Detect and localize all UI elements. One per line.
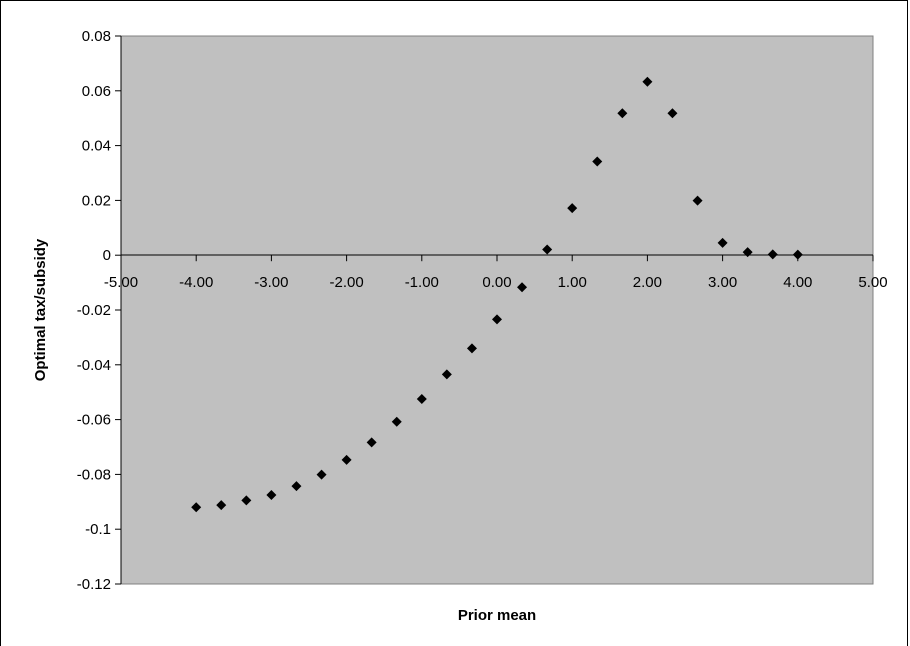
x-tick-label: 4.00 bbox=[783, 274, 812, 291]
data-point bbox=[341, 454, 352, 465]
y-tick-label: 0.02 bbox=[82, 192, 111, 209]
data-point bbox=[466, 343, 477, 354]
y-tick-label: -0.04 bbox=[77, 357, 111, 374]
x-tick-label: 1.00 bbox=[558, 274, 587, 291]
data-point bbox=[592, 156, 603, 167]
data-point bbox=[391, 416, 402, 427]
y-axis-title: Optimal tax/subsidy bbox=[32, 238, 49, 381]
x-tick-label: 3.00 bbox=[708, 274, 737, 291]
x-tick-label: 2.00 bbox=[633, 274, 662, 291]
data-point bbox=[517, 282, 528, 293]
data-point bbox=[667, 108, 678, 119]
data-point bbox=[366, 437, 377, 448]
data-points bbox=[191, 76, 803, 513]
data-point bbox=[441, 369, 452, 380]
y-tick-label: -0.12 bbox=[77, 576, 111, 593]
data-point bbox=[617, 108, 628, 119]
data-point bbox=[567, 203, 578, 214]
y-tick-label: -0.06 bbox=[77, 412, 111, 429]
x-tick-label: 0.00 bbox=[482, 274, 511, 291]
data-point bbox=[241, 495, 252, 506]
y-tick-label: 0.06 bbox=[82, 83, 111, 100]
data-point bbox=[416, 394, 427, 405]
x-axis-ticks: -5.00 -4.00 -3.00 -2.00 -1.00 0.00 1.00 2.00 3.0… bbox=[104, 255, 888, 291]
data-point bbox=[316, 469, 327, 480]
data-point bbox=[692, 195, 703, 206]
y-tick-label: -0.1 bbox=[85, 521, 111, 538]
x-tick-label: -4.00 bbox=[179, 274, 213, 291]
data-point bbox=[216, 500, 227, 511]
y-tick-label: -0.02 bbox=[77, 302, 111, 319]
data-point bbox=[742, 247, 753, 258]
x-axis-title: Prior mean bbox=[458, 607, 536, 624]
data-point bbox=[291, 481, 302, 492]
data-point bbox=[542, 244, 553, 255]
y-tick-label: 0 bbox=[103, 247, 111, 264]
x-tick-label: -2.00 bbox=[329, 274, 363, 291]
plot-area bbox=[120, 35, 874, 585]
y-tick-label: -0.08 bbox=[77, 466, 111, 483]
data-point bbox=[717, 237, 728, 248]
y-tick-label: 0.04 bbox=[82, 138, 111, 155]
data-point bbox=[492, 314, 502, 325]
x-tick-label: -1.00 bbox=[405, 274, 439, 291]
data-point bbox=[792, 249, 803, 260]
data-point bbox=[266, 489, 277, 500]
data-point bbox=[642, 76, 653, 87]
x-tick-label: -5.00 bbox=[104, 274, 138, 291]
x-tick-label: -3.00 bbox=[254, 274, 288, 291]
x-tick-label: 5.00 bbox=[858, 274, 887, 291]
data-point bbox=[191, 502, 202, 513]
y-axis-ticks: 0.08 0.06 0.04 0.02 0 -0.02 -0.04 -0.06 -0.08 -0.… bbox=[77, 28, 121, 593]
data-point bbox=[767, 249, 778, 260]
y-tick-label: 0.08 bbox=[82, 28, 111, 45]
